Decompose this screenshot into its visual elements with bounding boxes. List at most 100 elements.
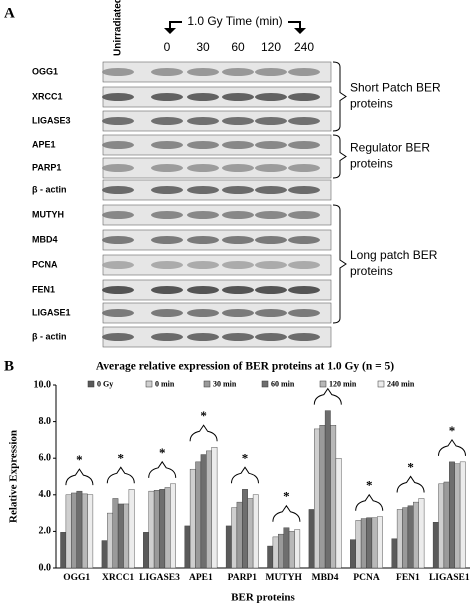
blot-band [255,141,287,149]
blot-band [151,117,183,125]
bar [377,516,383,569]
blot-band [187,333,219,341]
blot-band [187,141,219,149]
blot-band [187,236,219,244]
bar [443,481,450,569]
chart-title: Average relative expression of BER prote… [96,361,394,373]
blot-band [102,309,134,317]
blot-band [255,236,287,244]
bar [330,425,337,569]
bar [267,545,274,569]
row-label: β - actin [32,331,67,341]
blot-band [187,164,219,172]
row-label: MUTYH [32,209,64,219]
significance-mark: * [449,423,456,438]
bar [355,520,362,569]
blot-band [102,236,134,244]
blot-band [151,93,183,101]
significance-mark: * [118,450,125,465]
sig-bracket [65,468,94,486]
blot-band [222,333,254,341]
blot-band [255,309,287,317]
time-label: 240 [294,40,314,54]
bar [153,490,160,569]
bar [206,450,212,569]
bar [159,489,166,569]
group-label: Regulator BER [350,141,430,155]
bar [319,425,326,569]
bar [184,525,191,569]
blot-band [151,236,183,244]
blot-band [102,186,134,194]
group-label: proteins [350,97,393,111]
bar [195,461,202,569]
bar [71,492,77,569]
legend-swatch [261,380,269,388]
blot-band [255,68,287,76]
blot-band [288,68,320,76]
row-label: MBD4 [32,234,58,244]
blot-band [255,286,287,294]
bar [314,428,320,569]
legend-label: 30 min [213,379,237,388]
blot-band [255,164,287,172]
header-bg [182,14,288,30]
significance-mark: * [283,489,290,504]
sig-bracket [106,466,135,484]
blot-band [288,286,320,294]
x-tick-label: XRCC1 [102,573,134,583]
blot-band [288,186,320,194]
group-bracket [332,134,347,179]
blot-band [151,261,183,269]
blot-band [288,236,320,244]
blot-band [288,333,320,341]
y-tick-label: 0.0 [39,562,52,573]
blot-band [288,211,320,219]
bar [117,503,124,569]
blot-band [222,211,254,219]
bar [324,410,331,569]
x-tick-label: PCNA [353,573,380,583]
bar [247,498,254,569]
significance-mark: * [76,452,83,467]
sig-bracket [396,475,425,493]
panel-label: A [4,5,15,21]
bar [283,527,290,569]
row-label: PCNA [32,259,58,269]
bar [211,447,218,569]
y-tick-label: 8.0 [39,416,52,427]
y-tick-label: 10.0 [34,379,52,390]
bar [148,490,155,569]
blot-band [222,141,254,149]
bar [402,507,409,569]
blot-band [102,286,134,294]
x-tick-label: PARP1 [228,573,258,583]
row-label: FEN1 [32,284,55,294]
time-label: 60 [231,40,245,54]
y-axis-title: Relative Expression [8,430,20,523]
bar [308,509,315,569]
group-label: Short Patch BER [350,81,441,95]
time-label: 0 [164,40,171,54]
legend-swatch [87,380,95,388]
time-label: 30 [196,40,210,54]
significance-mark: * [242,450,249,465]
bar [87,494,94,569]
blot-band [255,186,287,194]
bar [101,540,108,569]
bar [231,507,238,569]
row-label: OGG1 [32,66,58,76]
blot-band [288,309,320,317]
bar [60,532,67,569]
bar [81,493,88,569]
blot-band [187,309,219,317]
time-label: 120 [261,40,281,54]
x-tick-label: LIGASE1 [429,573,470,583]
blot-band [151,333,183,341]
legend-label: 0 Gy [97,379,113,388]
row-label: LIGASE3 [32,115,71,125]
bar [164,487,171,569]
blot-band [151,141,183,149]
blot-band [222,261,254,269]
group-bracket [332,61,347,132]
